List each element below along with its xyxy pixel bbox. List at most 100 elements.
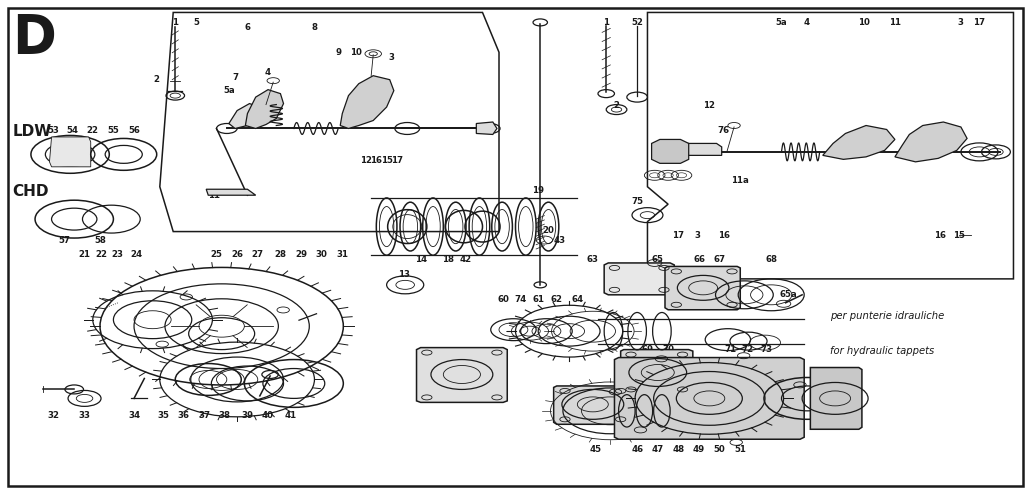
Polygon shape <box>49 137 91 167</box>
Text: 66: 66 <box>693 255 705 264</box>
Text: 20: 20 <box>542 226 555 235</box>
Polygon shape <box>823 125 895 159</box>
Text: 42: 42 <box>460 255 472 264</box>
Text: 2: 2 <box>613 101 620 110</box>
Text: 16: 16 <box>718 231 730 240</box>
Text: 26: 26 <box>231 250 243 259</box>
Text: 10: 10 <box>858 18 870 27</box>
Text: 11a: 11a <box>731 176 750 185</box>
Text: 50: 50 <box>713 445 726 454</box>
Polygon shape <box>340 76 394 128</box>
Text: 62: 62 <box>551 295 563 304</box>
Polygon shape <box>160 12 499 232</box>
Text: 72: 72 <box>741 345 754 354</box>
Polygon shape <box>245 90 284 128</box>
Text: 15: 15 <box>380 156 393 165</box>
Text: 16: 16 <box>934 231 946 240</box>
Polygon shape <box>652 139 689 163</box>
Text: 56: 56 <box>128 126 140 135</box>
Text: 11: 11 <box>889 18 901 27</box>
Text: 22: 22 <box>87 126 99 135</box>
Text: 2: 2 <box>154 75 160 84</box>
Text: D: D <box>12 12 57 64</box>
Polygon shape <box>810 368 862 429</box>
Text: 1: 1 <box>603 18 609 27</box>
Text: 75: 75 <box>631 197 643 206</box>
Text: 21: 21 <box>78 250 91 259</box>
Text: 5: 5 <box>193 18 199 27</box>
Text: 63: 63 <box>587 255 599 264</box>
Text: 67: 67 <box>713 255 726 264</box>
Text: 12: 12 <box>703 101 716 110</box>
Polygon shape <box>686 143 722 155</box>
Polygon shape <box>229 104 260 128</box>
Text: 54: 54 <box>66 126 78 135</box>
Text: 45: 45 <box>590 445 602 454</box>
Text: 25: 25 <box>210 250 223 259</box>
Text: 59: 59 <box>435 365 447 374</box>
Text: 33: 33 <box>78 411 91 420</box>
Text: 35: 35 <box>157 411 169 420</box>
Text: 10: 10 <box>350 48 362 57</box>
Text: per punterie idrauliche: per punterie idrauliche <box>830 311 944 321</box>
Text: 28: 28 <box>274 250 287 259</box>
Text: for hydraulic tappets: for hydraulic tappets <box>830 346 934 356</box>
Text: 9: 9 <box>335 48 341 57</box>
Polygon shape <box>647 12 1013 279</box>
Text: 3: 3 <box>694 231 700 240</box>
Text: 4: 4 <box>265 68 271 77</box>
Text: 73: 73 <box>760 345 772 354</box>
Text: 36: 36 <box>177 411 190 420</box>
Text: LDW: LDW <box>12 124 52 139</box>
Text: 69: 69 <box>641 345 654 354</box>
Text: 11: 11 <box>208 191 221 200</box>
Polygon shape <box>665 266 740 310</box>
Text: 76: 76 <box>718 126 730 135</box>
Polygon shape <box>614 358 804 439</box>
Text: 22: 22 <box>95 250 107 259</box>
Text: 47: 47 <box>652 445 664 454</box>
Text: 24: 24 <box>130 250 142 259</box>
Text: 12: 12 <box>360 156 372 165</box>
Text: 68: 68 <box>765 255 777 264</box>
Text: 32: 32 <box>47 411 60 420</box>
Text: 18: 18 <box>442 255 455 264</box>
Text: 48: 48 <box>672 445 685 454</box>
Text: 7: 7 <box>232 73 238 82</box>
Text: 23: 23 <box>111 250 124 259</box>
Text: 17: 17 <box>973 18 986 27</box>
Text: 53: 53 <box>47 126 60 135</box>
Text: 49: 49 <box>693 445 705 454</box>
Text: 70: 70 <box>662 345 674 354</box>
Text: 57: 57 <box>58 236 70 245</box>
Polygon shape <box>895 122 967 162</box>
Text: 3: 3 <box>958 18 964 27</box>
Text: 13: 13 <box>398 270 410 279</box>
Text: 43: 43 <box>554 236 566 245</box>
Text: 43: 43 <box>590 400 602 409</box>
Text: CHD: CHD <box>12 184 48 199</box>
Text: 52: 52 <box>631 18 643 27</box>
Text: 61: 61 <box>532 295 544 304</box>
Text: 51: 51 <box>734 445 746 454</box>
Polygon shape <box>621 350 693 394</box>
Text: 1: 1 <box>172 18 178 27</box>
Text: 6: 6 <box>244 23 251 32</box>
Text: 41: 41 <box>285 411 297 420</box>
Text: 38: 38 <box>219 411 231 420</box>
Polygon shape <box>476 122 497 134</box>
Polygon shape <box>554 386 631 424</box>
Text: 14: 14 <box>414 255 427 264</box>
Text: 44: 44 <box>559 415 571 424</box>
Text: 37: 37 <box>198 411 210 420</box>
Text: 4: 4 <box>803 18 809 27</box>
Text: 3: 3 <box>389 53 395 62</box>
Text: 34: 34 <box>128 411 140 420</box>
Text: 55: 55 <box>107 126 120 135</box>
Text: 64: 64 <box>571 295 584 304</box>
Text: 16: 16 <box>370 156 383 165</box>
Text: 5a: 5a <box>775 18 788 27</box>
Text: 46: 46 <box>631 445 643 454</box>
Polygon shape <box>206 189 256 195</box>
Polygon shape <box>604 263 674 295</box>
